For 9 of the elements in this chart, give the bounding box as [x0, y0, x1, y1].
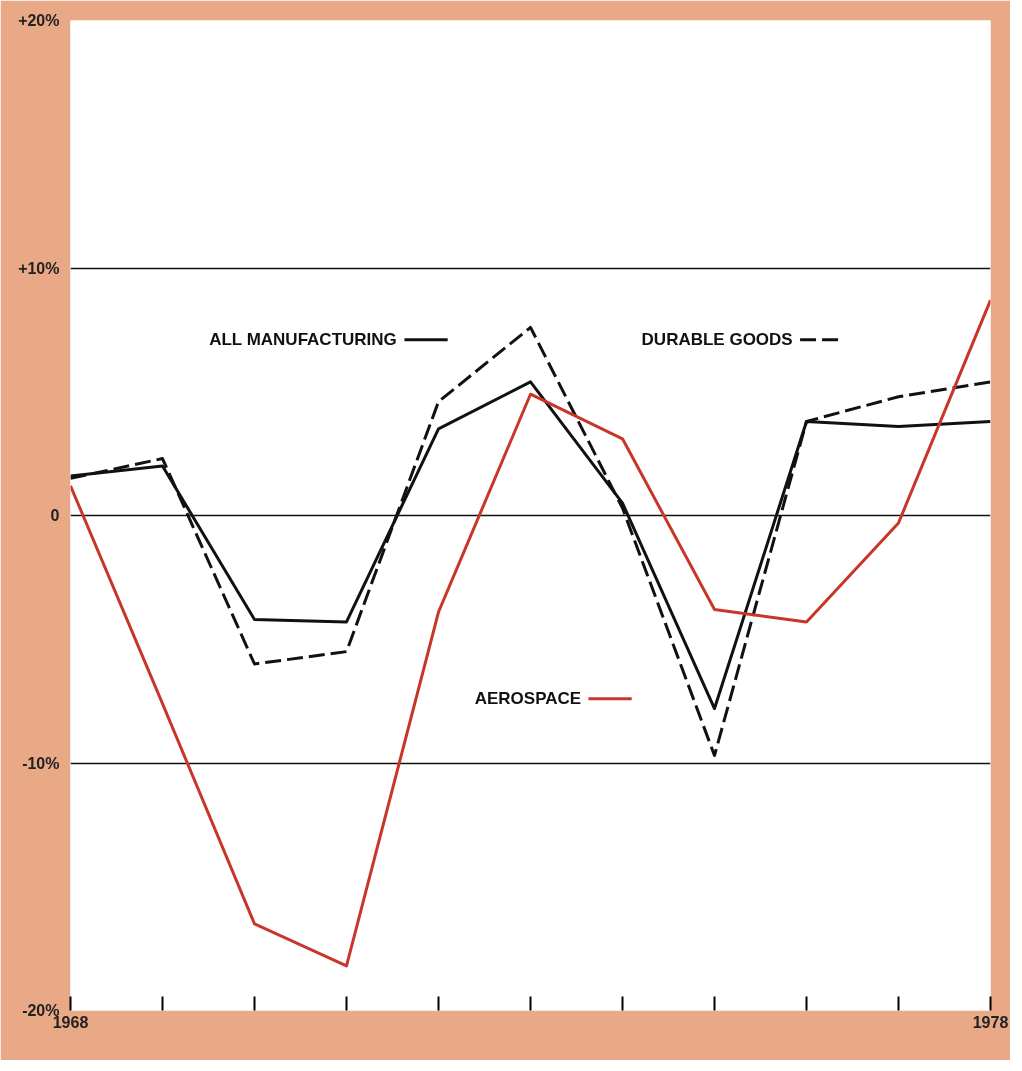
legend-label: DURABLE GOODS	[641, 330, 793, 350]
line-series	[70, 298, 991, 968]
legend-label: ALL MANUFACTURING	[209, 330, 397, 350]
y-tick-label: +20%	[18, 12, 60, 29]
legend-label: AEROSPACE	[474, 689, 582, 709]
x-tick-label: 1978	[972, 1013, 1009, 1031]
y-tick-label: 0	[50, 507, 60, 524]
y-tick-label: +10%	[18, 259, 60, 277]
y-tick-label: -10%	[22, 754, 60, 772]
